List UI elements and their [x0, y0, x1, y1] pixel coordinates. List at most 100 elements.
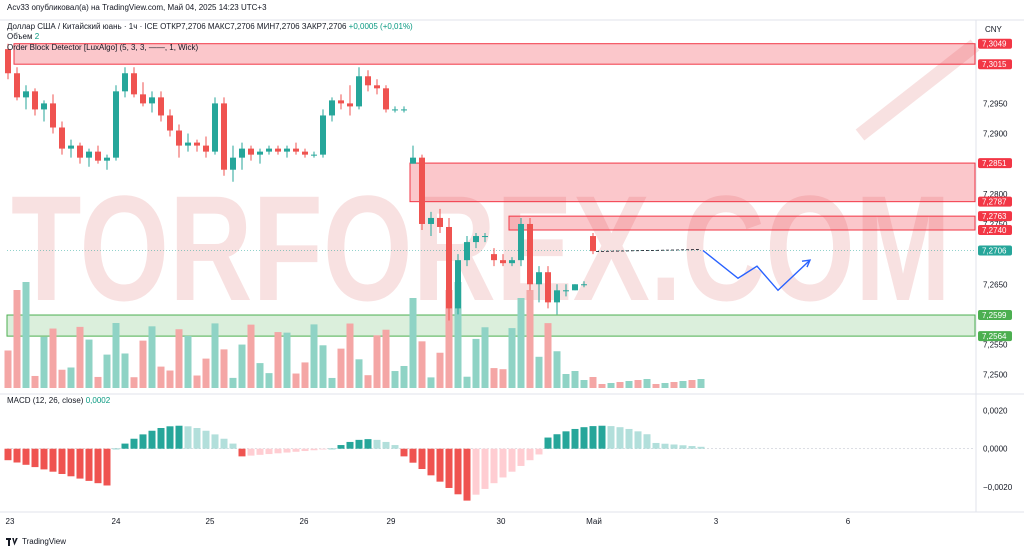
- volume-bar: [382, 329, 390, 388]
- volume-legend[interactable]: Объем 2: [7, 32, 39, 42]
- time-tick-label: 26: [300, 517, 309, 526]
- volume-bar: [679, 381, 687, 388]
- volume-label: Объем: [7, 32, 33, 41]
- price-label-tag: [978, 196, 1012, 207]
- candle-body: [284, 148, 290, 152]
- macd-histogram-bar: [589, 426, 597, 449]
- candle-body: [581, 284, 587, 286]
- macd-legend[interactable]: MACD (12, 26, close) 0,0002: [7, 396, 110, 406]
- volume-bar: [652, 384, 660, 388]
- volume-bar: [616, 382, 624, 388]
- price-label-text: 7,2851: [982, 159, 1007, 168]
- candle-body: [536, 272, 542, 285]
- volume-bar: [427, 377, 435, 388]
- macd-histogram-bar: [688, 446, 696, 449]
- macd-histogram-bar: [229, 443, 237, 449]
- macd-histogram-bar: [553, 434, 561, 449]
- candle-body: [59, 127, 65, 149]
- candle-body: [392, 109, 398, 111]
- macd-histogram-bar: [526, 448, 534, 461]
- volume-bar: [148, 326, 156, 388]
- candle-body: [104, 157, 110, 161]
- macd-histogram-bar: [346, 441, 354, 449]
- volume-bar: [598, 384, 606, 388]
- volume-bar: [22, 282, 30, 388]
- macd-histogram-bar: [148, 430, 156, 449]
- price-label-text: 7,3015: [982, 60, 1007, 69]
- macd-histogram-bar: [211, 434, 219, 449]
- candle-body: [113, 91, 119, 158]
- candle-body: [185, 142, 191, 146]
- volume-bar: [31, 375, 39, 388]
- candle-body: [428, 217, 434, 224]
- volume-bar: [85, 339, 93, 388]
- volume-bar: [166, 370, 174, 388]
- volume-bar: [220, 349, 228, 388]
- macd-histogram-bar: [661, 443, 669, 449]
- candle-body: [455, 260, 461, 309]
- volume-bar: [121, 353, 129, 388]
- candle-body: [320, 115, 326, 155]
- candle-body: [410, 157, 416, 164]
- price-label-text: 7,2740: [982, 226, 1007, 235]
- candle-body: [554, 290, 560, 303]
- macd-histogram-bar: [616, 427, 624, 449]
- candle-body: [500, 260, 506, 264]
- macd-histogram-bar: [355, 439, 363, 449]
- tradingview-brand: TradingView: [22, 537, 67, 546]
- volume-bar: [49, 328, 57, 388]
- volume-bar: [283, 332, 291, 388]
- volume-bar: [526, 290, 534, 388]
- order-block-indicator-legend[interactable]: Order Block Detector [LuxAlgo] (5, 3, 3,…: [7, 43, 199, 52]
- macd-histogram-bar: [76, 448, 84, 479]
- volume-bar: [211, 323, 219, 388]
- macd-histogram-bar: [13, 448, 21, 463]
- macd-histogram-bar: [598, 425, 606, 449]
- macd-histogram-bar: [40, 448, 48, 470]
- candle-body: [86, 151, 92, 158]
- candle-body: [32, 91, 38, 110]
- candle-body: [122, 73, 128, 92]
- price-tick-label: 7,2550: [983, 341, 1008, 350]
- price-label-tag: [978, 158, 1012, 169]
- time-tick-label: 6: [846, 517, 851, 526]
- macd-histogram-bar: [544, 437, 552, 449]
- candle-body: [203, 145, 209, 152]
- macd-histogram-bar: [130, 438, 138, 449]
- macd-histogram-bar: [274, 448, 282, 454]
- candle-body: [212, 103, 218, 152]
- volume-bar: [319, 345, 327, 388]
- time-tick-label: 24: [112, 517, 121, 526]
- macd-histogram-bar: [436, 448, 444, 482]
- symbol-title[interactable]: Доллар США / Китайский юань · 1ч · ICE: [7, 22, 158, 31]
- volume-bar: [13, 290, 21, 388]
- volume-bar: [535, 356, 543, 388]
- macd-histogram-bar: [454, 448, 462, 495]
- time-tick-label: 3: [714, 517, 719, 526]
- forecast-arrowhead: [801, 259, 812, 268]
- macd-histogram-bar: [490, 448, 498, 484]
- candle-body: [365, 76, 371, 86]
- candle-body: [509, 260, 515, 264]
- macd-histogram-bar: [247, 448, 255, 456]
- time-tick-label: 23: [6, 517, 15, 526]
- volume-bar: [454, 282, 462, 388]
- macd-histogram-bar: [202, 430, 210, 449]
- macd-histogram-bar: [652, 442, 660, 449]
- price-change: +0,0005 (+0,01%): [348, 22, 413, 31]
- price-label-text: 7,2787: [982, 198, 1007, 207]
- candle-body: [374, 85, 380, 89]
- publish-caption: Acv33 опубликовал(а) на TradingView.com,…: [7, 3, 267, 12]
- volume-bar: [355, 359, 363, 388]
- price-label-text: 7,2763: [982, 212, 1007, 221]
- macd-histogram-bar: [697, 446, 705, 449]
- candle-body: [473, 236, 479, 243]
- candle-body: [149, 97, 155, 104]
- macd-histogram-bar: [337, 445, 345, 449]
- tradingview-footer[interactable]: TradingView: [6, 537, 66, 546]
- macd-histogram-bar: [220, 438, 228, 449]
- volume-bar: [328, 377, 336, 388]
- macd-histogram-bar: [427, 448, 435, 476]
